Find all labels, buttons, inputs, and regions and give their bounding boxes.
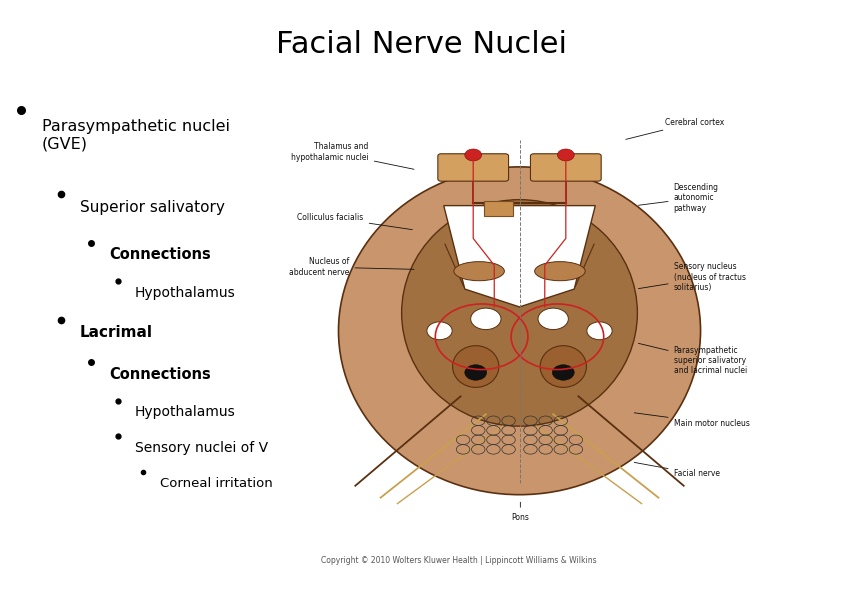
Ellipse shape <box>541 346 586 387</box>
Text: Connections: Connections <box>109 367 211 381</box>
FancyBboxPatch shape <box>530 154 601 181</box>
Text: Descending
autonomic
pathway: Descending autonomic pathway <box>638 183 718 213</box>
Circle shape <box>538 308 568 330</box>
Ellipse shape <box>454 262 504 281</box>
FancyArrowPatch shape <box>445 244 464 287</box>
Text: Parasympathetic
superior salivatory
and lacrimal nuclei: Parasympathetic superior salivatory and … <box>638 343 747 375</box>
Text: Main motor nucleus: Main motor nucleus <box>634 413 749 428</box>
Text: Lacrimal: Lacrimal <box>80 325 153 340</box>
Ellipse shape <box>402 200 637 426</box>
Text: Parasympathetic nuclei
(GVE): Parasympathetic nuclei (GVE) <box>42 119 230 151</box>
Text: Sensory nucleus
(nucleus of tractus
solitarius): Sensory nucleus (nucleus of tractus soli… <box>638 262 746 292</box>
Polygon shape <box>444 206 595 307</box>
Text: Colliculus facialis: Colliculus facialis <box>297 213 413 229</box>
Circle shape <box>552 365 574 380</box>
FancyArrowPatch shape <box>575 244 594 287</box>
Ellipse shape <box>535 262 585 281</box>
Circle shape <box>557 149 574 161</box>
FancyBboxPatch shape <box>484 201 513 216</box>
Text: Thalamus and
hypothalamic nuclei: Thalamus and hypothalamic nuclei <box>291 142 414 169</box>
Text: Sensory nuclei of V: Sensory nuclei of V <box>135 441 268 455</box>
Ellipse shape <box>453 346 498 387</box>
Circle shape <box>427 322 452 340</box>
Text: Pons: Pons <box>511 502 530 522</box>
Text: Hypothalamus: Hypothalamus <box>135 405 236 419</box>
Text: Facial nerve: Facial nerve <box>634 462 720 479</box>
Text: Hypothalamus: Hypothalamus <box>135 286 236 300</box>
FancyBboxPatch shape <box>438 154 509 181</box>
Circle shape <box>587 322 612 340</box>
Text: Nucleus of
abducent nerve: Nucleus of abducent nerve <box>289 257 414 277</box>
Text: Cerebral cortex: Cerebral cortex <box>626 117 724 139</box>
Circle shape <box>471 308 501 330</box>
Text: Facial Nerve Nuclei: Facial Nerve Nuclei <box>275 30 567 59</box>
Text: Connections: Connections <box>109 247 211 262</box>
Text: Superior salivatory: Superior salivatory <box>80 200 225 215</box>
Circle shape <box>465 149 482 161</box>
Ellipse shape <box>338 167 701 495</box>
Text: Copyright © 2010 Wolters Kluwer Health | Lippincott Williams & Wilkins: Copyright © 2010 Wolters Kluwer Health |… <box>321 556 597 565</box>
Circle shape <box>465 365 487 380</box>
Text: Corneal irritation: Corneal irritation <box>160 477 273 490</box>
